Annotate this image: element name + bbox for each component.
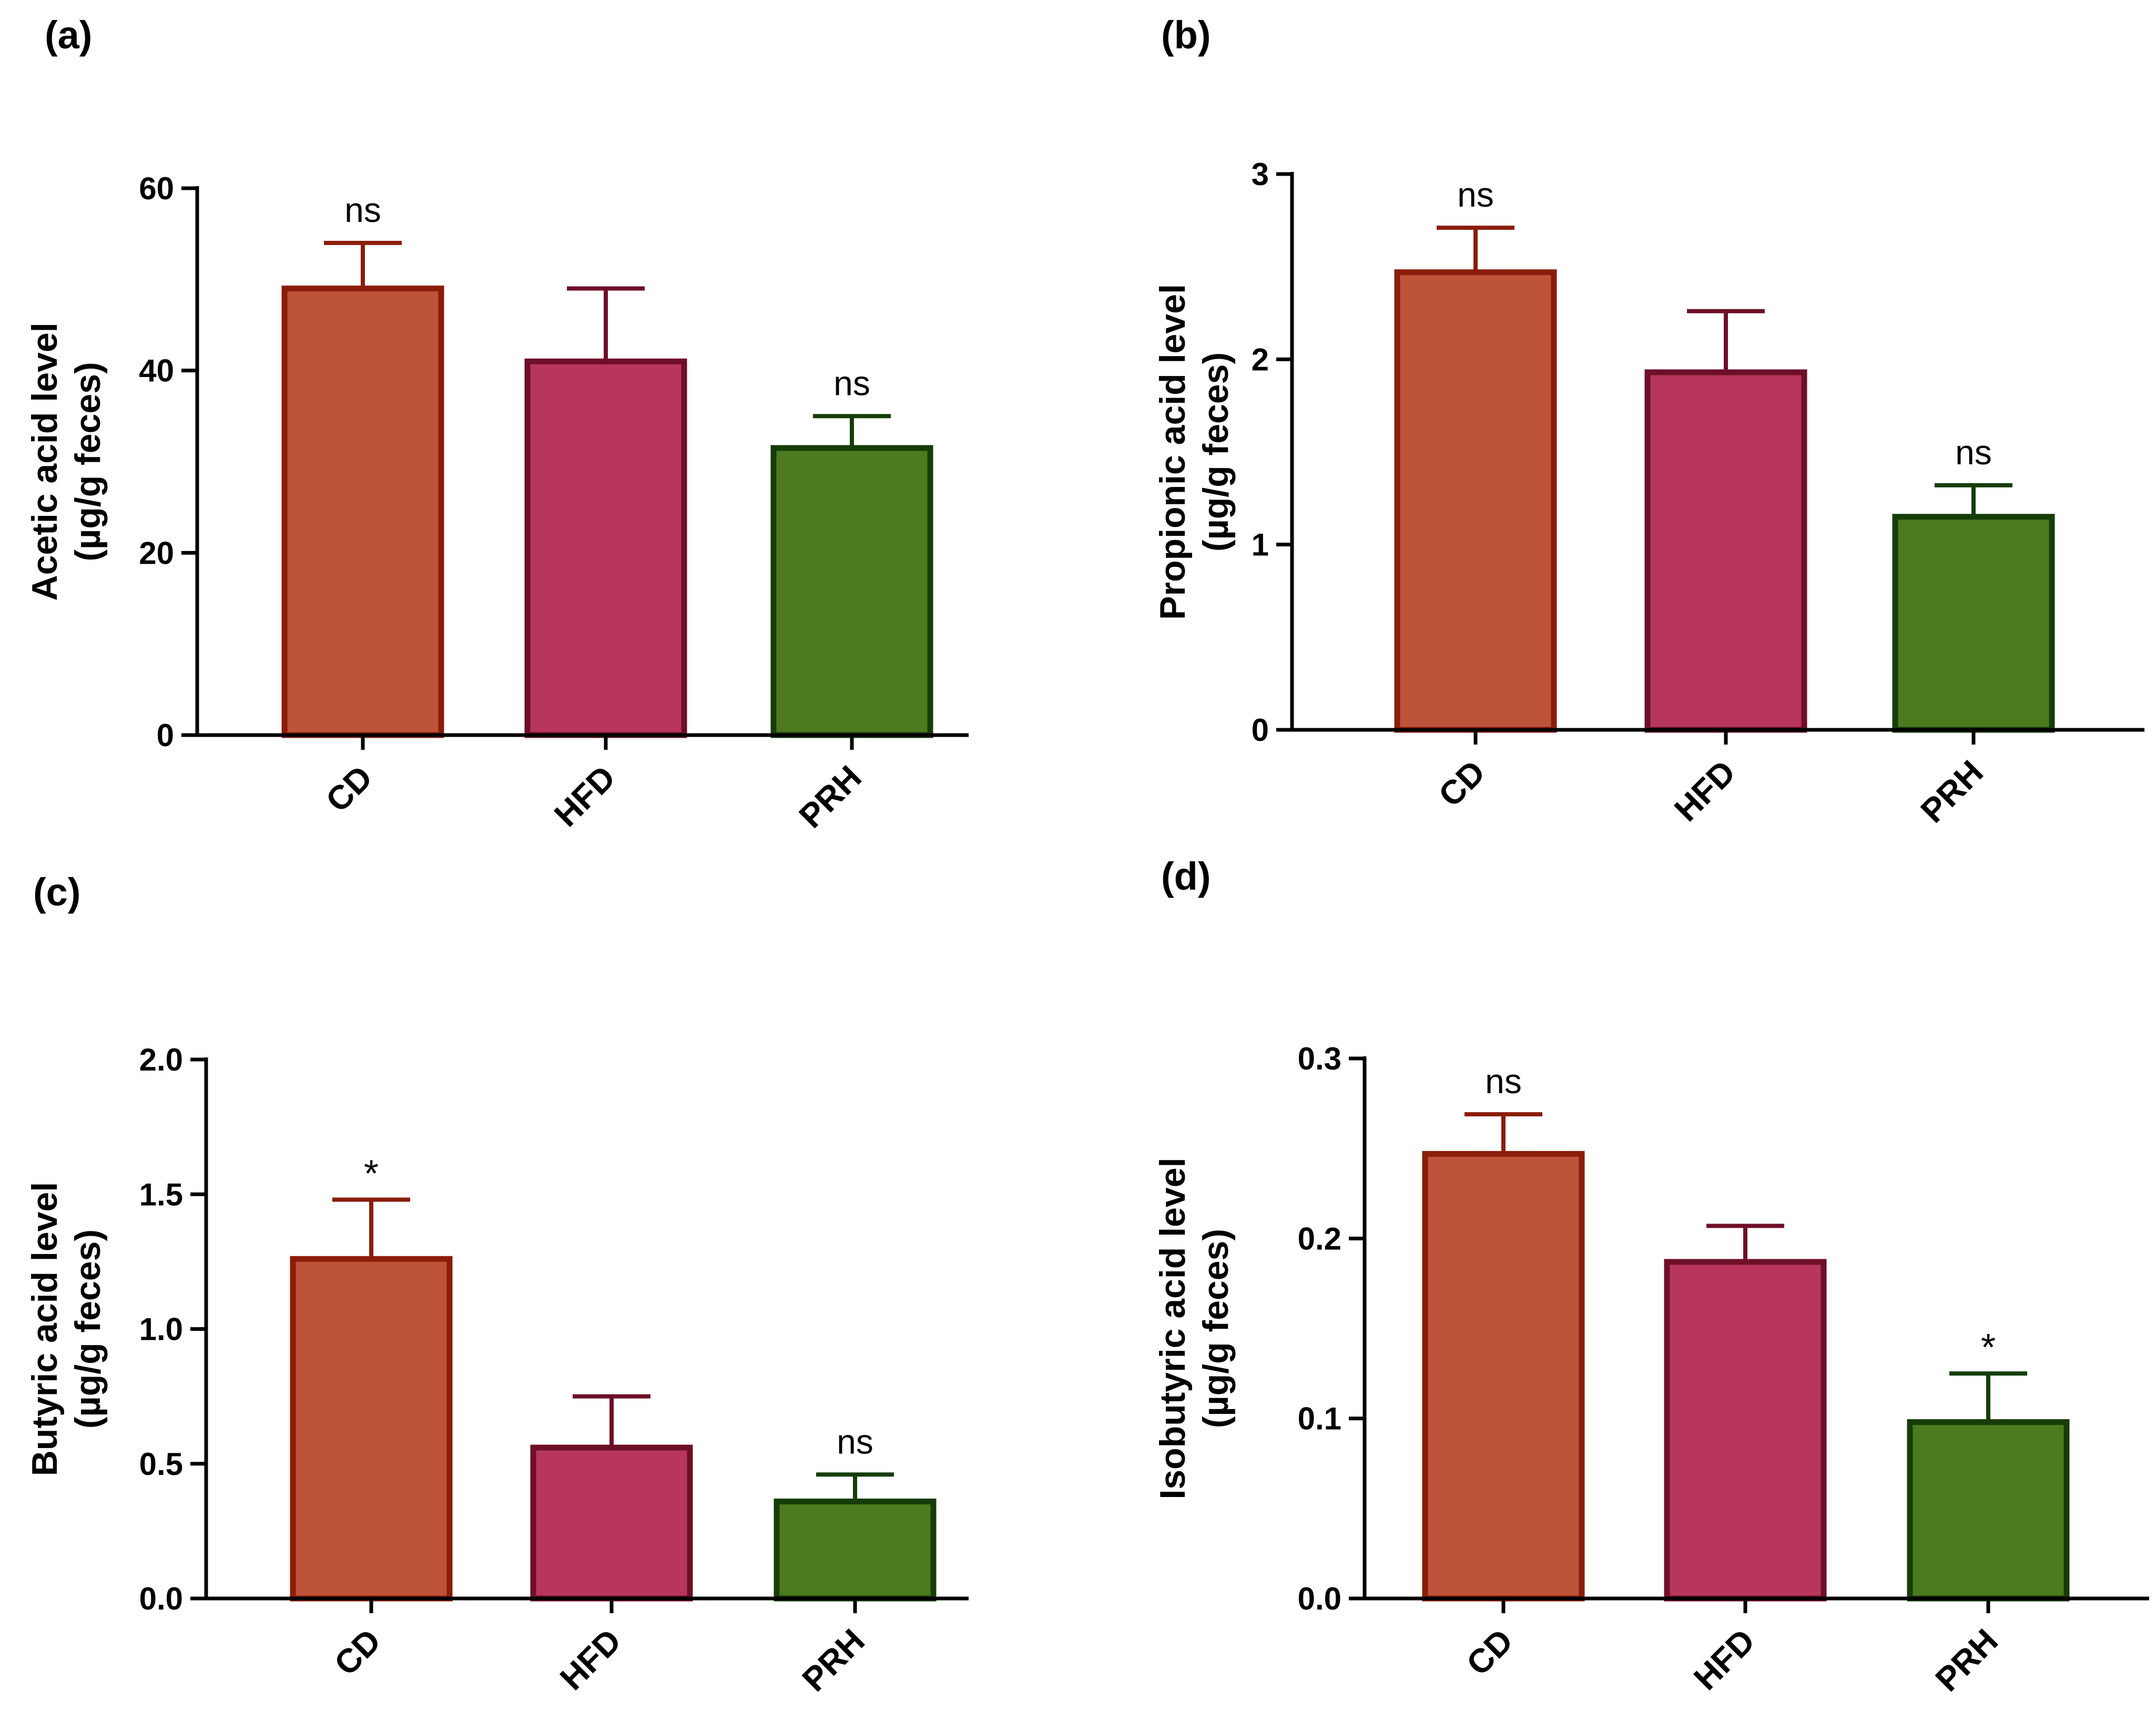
y-tick-label: 0 <box>157 718 174 753</box>
panel-letter: (d) <box>1161 854 1211 898</box>
x-tick-label: CD <box>1431 753 1492 814</box>
panel-d: (d) Isobutyric acid level (µg/g feces) ns CD… <box>1153 854 2149 1698</box>
panel-a: (a) Acetic acid level (µg/g feces) ns CD HFD n… <box>25 13 969 835</box>
bar-cd <box>1394 269 1557 733</box>
bar-prh <box>774 1499 937 1602</box>
y-tick-label: 0.1 <box>1298 1401 1341 1437</box>
panel-b: (b) Propionic acid level (µg/g feces) ns CD H… <box>1153 13 2144 830</box>
x-tick-label: HFD <box>1686 1622 1762 1697</box>
y-axis-title: Isobutyric acid level <box>1153 1157 1193 1499</box>
significance-label: ns <box>833 363 870 402</box>
y-tick-label: 0.3 <box>1298 1041 1341 1076</box>
y-axis-title: Butyric acid level <box>25 1182 65 1476</box>
y-axis-title-unit: (µg/g feces) <box>1196 352 1236 552</box>
x-tick-label: HFD <box>1667 753 1743 829</box>
significance-label: * <box>364 1153 379 1195</box>
y-axis-title: Propionic acid level <box>1153 284 1193 620</box>
y-tick-label: 20 <box>139 535 174 571</box>
y-tick-label: 40 <box>139 353 174 389</box>
x-tick-label: CD <box>327 1622 388 1683</box>
y-axis-title-unit: (µg/g feces) <box>68 1229 108 1429</box>
y-axis-title-unit: (µg/g feces) <box>68 362 108 561</box>
y-tick-label: 2.0 <box>139 1042 183 1077</box>
bar-prh <box>1907 1419 2070 1602</box>
significance-label: ns <box>1457 175 1494 214</box>
x-tick-label: CD <box>319 758 380 819</box>
y-tick-label: 0.0 <box>139 1581 183 1616</box>
y-tick-label: 1.5 <box>139 1177 183 1212</box>
y-axis-title-unit: (µg/g feces) <box>1196 1229 1236 1428</box>
significance-label: ns <box>1485 1062 1522 1101</box>
bar-hfd <box>530 1444 693 1602</box>
y-tick-label: 0 <box>1252 712 1269 748</box>
significance-label: ns <box>344 190 381 229</box>
panel-letter: (a) <box>45 13 92 57</box>
significance-label: * <box>1981 1327 1996 1369</box>
x-tick-label: HFD <box>547 758 623 834</box>
bar-prh <box>1892 514 2055 733</box>
bar-cd <box>1422 1150 1585 1602</box>
bar-hfd <box>1644 369 1807 733</box>
bar-cd <box>290 1256 453 1602</box>
significance-label: ns <box>837 1422 873 1461</box>
x-tick-label: PRH <box>791 758 868 835</box>
x-tick-label: PRH <box>1928 1622 2005 1698</box>
y-axis-title: Acetic acid level <box>25 322 65 600</box>
y-tick-label: 2 <box>1252 342 1269 377</box>
y-tick-label: 0.0 <box>1298 1581 1341 1616</box>
y-tick-label: 1 <box>1252 527 1269 563</box>
x-tick-label: HFD <box>553 1622 628 1697</box>
bar-prh <box>770 445 933 738</box>
bar-cd <box>281 286 444 738</box>
y-tick-label: 1.0 <box>139 1312 183 1347</box>
x-tick-label: CD <box>1459 1622 1520 1683</box>
x-tick-label: PRH <box>795 1622 871 1698</box>
significance-label: ns <box>1955 433 1992 472</box>
y-tick-label: 0.5 <box>139 1447 183 1482</box>
panel-letter: (c) <box>33 870 80 914</box>
x-tick-label: PRH <box>1913 753 1990 830</box>
y-tick-label: 60 <box>139 171 174 206</box>
y-tick-label: 3 <box>1252 157 1269 192</box>
panel-c: (c) Butyric acid level (µg/g feces) * CD HFD n… <box>25 870 969 1698</box>
panel-letter: (b) <box>1161 13 1211 57</box>
y-tick-label: 0.2 <box>1298 1221 1341 1256</box>
bar-hfd <box>524 358 687 738</box>
bar-hfd <box>1664 1259 1827 1602</box>
